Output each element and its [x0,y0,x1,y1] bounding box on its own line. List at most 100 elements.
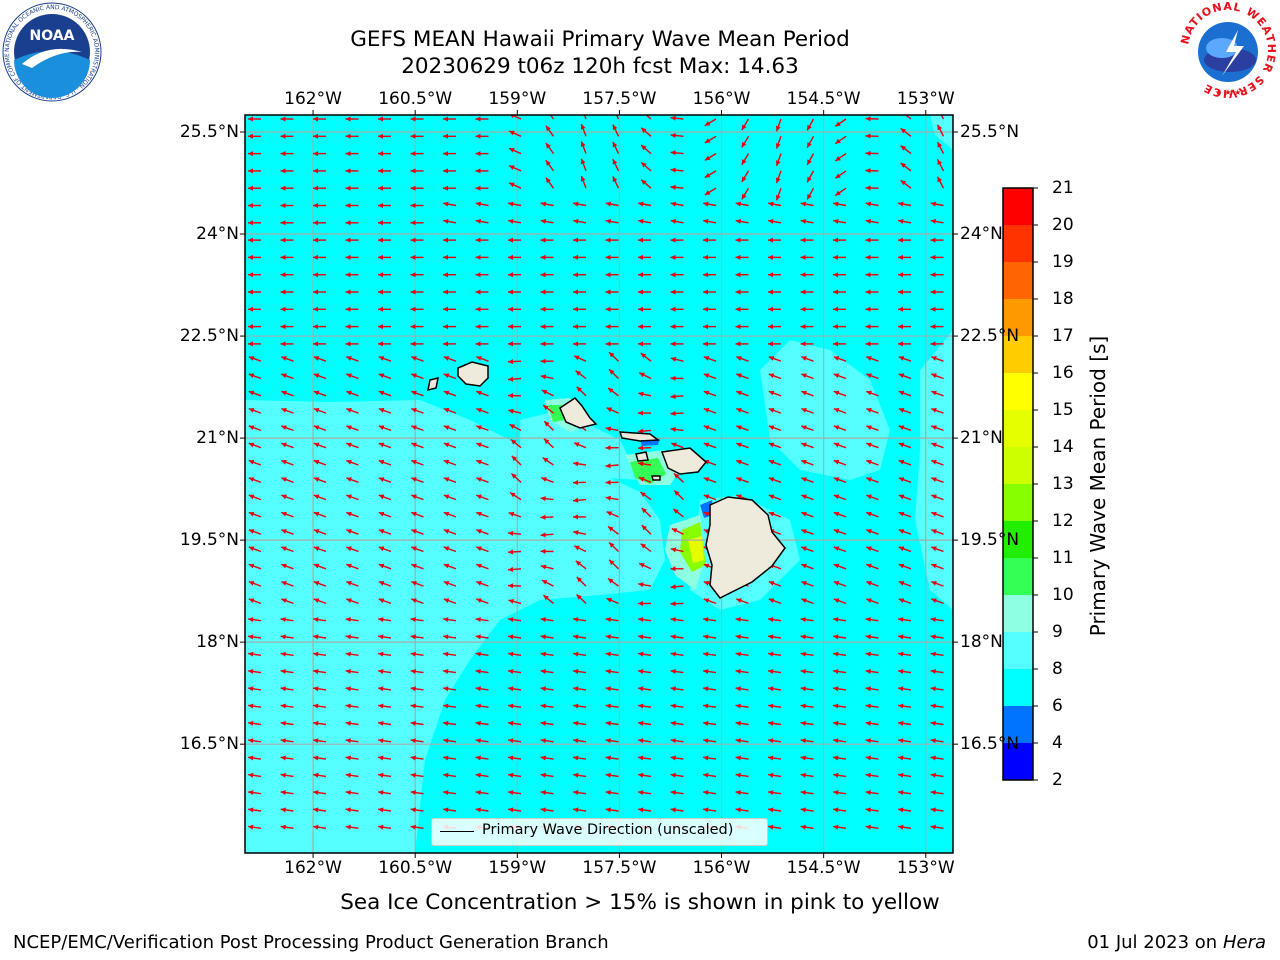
wave-arrow [443,580,457,587]
wave-arrow [865,720,879,726]
wave-arrow [833,201,847,207]
wave-arrow [768,790,782,796]
wave-arrow [834,153,847,162]
wave-arrow [313,686,327,692]
wave-arrow [735,790,749,796]
wave-arrow [378,669,392,674]
wave-arrow [801,373,814,380]
wave-arrow [378,407,392,414]
wave-arrow [638,582,652,588]
svg-text:★ ★ ★: ★ ★ ★ [1215,88,1242,97]
wave-arrow [248,442,262,449]
wave-arrow [443,494,457,501]
wave-arrow [545,177,555,189]
wave-arrow [411,580,424,587]
wave-arrow [612,124,620,137]
wave-arrow [378,133,391,139]
colorbar-swatch [1003,632,1033,669]
wave-arrow [605,790,619,796]
wave-arrow [930,703,944,709]
wave-arrow [768,738,782,744]
wave-arrow [866,425,879,432]
wave-arrow [281,546,294,553]
wave-arrow [930,669,944,674]
wave-arrow [540,617,554,623]
wave-arrow [573,201,587,207]
wave-arrow [703,272,716,278]
wave-arrow [605,426,619,432]
wave-arrow [736,477,749,483]
legend-line-swatch [440,831,474,832]
wave-arrow [508,807,522,813]
wave-arrow [940,115,945,120]
wave-arrow [640,161,652,172]
wave-arrow [640,127,652,137]
wave-arrow [670,184,684,190]
wave-arrow [346,511,359,518]
wave-arrow [248,306,261,312]
wave-arrow [475,306,489,312]
wave-arrow [540,807,554,813]
wave-arrow [280,168,294,174]
wave-arrow [410,669,424,674]
colorbar-swatch [1003,410,1033,447]
wave-arrow [345,669,359,674]
wave-arrow [575,370,587,380]
wave-arrow [931,494,944,501]
lat-label-left: 16.5°N [179,734,239,755]
wave-arrow [898,807,912,813]
wave-arrow [443,425,457,432]
wave-arrow [280,651,294,657]
wave-arrow [670,201,684,207]
wave-arrow [833,237,846,243]
wave-arrow [508,272,521,278]
wave-arrow [280,220,294,226]
wave-arrow [511,455,522,466]
wave-arrow [313,272,326,278]
wave-arrow [248,546,262,553]
wave-arrow [800,738,814,744]
colorbar-swatch [1003,558,1033,595]
wave-arrow [345,116,359,122]
wave-arrow [313,459,327,466]
wave-arrow [313,373,327,380]
wave-arrow [833,703,847,709]
wave-arrow [443,772,457,778]
wave-arrow [410,755,424,761]
wave-arrow [443,341,456,347]
wave-arrow [605,445,619,451]
wave-arrow [443,669,457,674]
wave-arrow [410,772,424,778]
wave-arrow [248,772,262,778]
wave-arrow [576,386,587,397]
lat-label-right: 25.5°N [960,122,1020,142]
wave-arrow [605,324,619,330]
wave-arrow [346,442,359,449]
island-molokai [618,431,661,442]
wave-arrow [410,824,424,830]
wave-arrow [833,425,847,432]
wave-arrow [476,390,489,397]
wave-arrow [670,566,684,572]
wave-arrow [573,254,586,260]
wave-arrow [507,359,522,365]
wave-arrow [608,351,619,362]
wave-arrow [605,686,619,692]
wave-arrow [313,356,327,362]
wave-arrow [703,254,716,260]
wave-arrow [735,634,749,640]
wave-arrow [281,529,294,535]
wave-arrow [704,118,717,127]
wave-arrow [833,634,847,640]
map-frame [244,114,954,854]
wave-arrow [543,420,554,431]
wave-arrow [475,669,489,674]
wave-arrow [443,511,457,518]
wave-arrow [833,324,846,330]
wave-arrow [475,185,489,191]
wave-arrow [573,634,587,640]
wave-arrow [735,254,749,260]
wave-arrow [800,237,814,243]
wave-arrow [800,807,814,813]
lat-label-right: 19.5°N [960,530,1020,551]
